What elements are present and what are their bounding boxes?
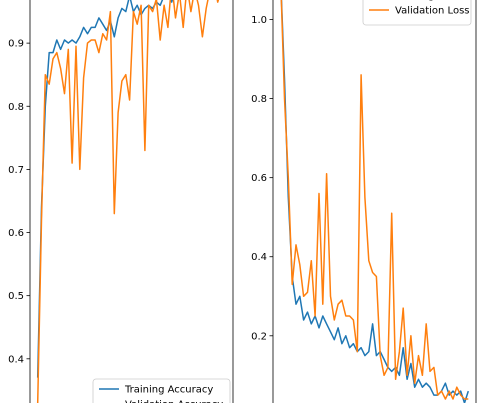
legend-box: [92, 378, 231, 403]
legend: Training Accuracy Validation Accuracy: [92, 378, 231, 403]
y-tick-label: 0.9: [8, 39, 24, 50]
series-line-validation-accuracy: [36, 0, 220, 403]
y-tick-label: 1.0: [251, 15, 267, 26]
legend: Training Loss Validation Loss: [362, 0, 472, 26]
y-tick-label: 0.5: [8, 291, 24, 302]
y-tick-label: 0.4: [251, 252, 267, 263]
legend-label: Validation Accuracy: [125, 400, 223, 403]
legend-label: Training Loss: [394, 0, 460, 2]
loss-chart: 0.2 0.4 0.6 0.8 1.0 Training Loss Validation L…: [251, 0, 477, 403]
legend-label: Validation Loss: [395, 6, 470, 17]
legend-box: [362, 0, 472, 26]
y-tick-label: 0.4: [8, 354, 24, 365]
accuracy-chart: 0.40.50.60.70.80.91.0Training AccuracyVa…: [8, 0, 234, 403]
series-line-validation-loss: [280, 0, 469, 400]
series-line-training-accuracy: [36, 0, 174, 378]
y-tick-label: 0.8: [8, 102, 24, 113]
legend-label: Training Accuracy: [124, 385, 213, 396]
y-tick-label: 0.6: [8, 228, 24, 239]
y-tick-label: 0.6: [251, 173, 267, 184]
y-tick-label: 0.2: [251, 331, 267, 342]
y-tick-label: 0.7: [8, 165, 24, 176]
y-tick-label: 0.8: [251, 94, 267, 105]
series-line-training-loss: [280, 0, 470, 403]
